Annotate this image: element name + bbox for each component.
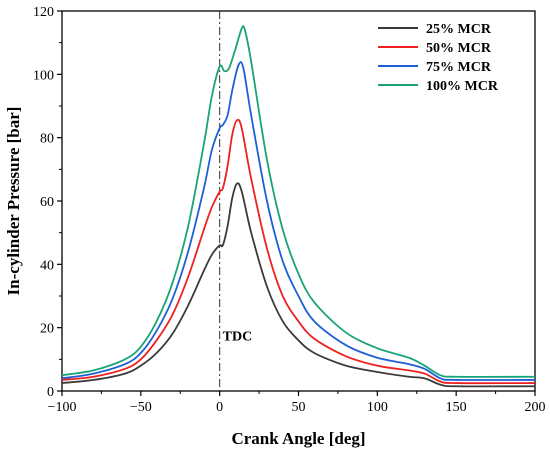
legend: 25% MCR 50% MCR 75% MCR 100% MCR (378, 22, 499, 94)
x-tick-label: 50 (292, 400, 306, 415)
x-axis-title: Crank Angle [deg] (231, 429, 365, 448)
x-tick-label: −100 (48, 400, 77, 415)
y-axis-title: In-cylinder Pressure [bar] (4, 107, 23, 296)
y-tick-label: 0 (47, 385, 54, 400)
series-line-3 (61, 61, 536, 381)
x-tick-label: 150 (446, 400, 467, 415)
series-line-2 (61, 118, 536, 385)
legend-label: 100% MCR (426, 79, 499, 94)
series-line-1 (61, 182, 536, 388)
legend-label: 50% MCR (426, 41, 492, 56)
y-tick-label: 80 (40, 132, 54, 147)
axis-ticks: −100 −50 0 50 100 150 200 0 20 40 60 80 100 120 (33, 5, 546, 415)
y-tick-label: 20 (40, 322, 54, 337)
legend-label: 25% MCR (426, 22, 492, 37)
series-lines (61, 25, 536, 388)
series-line-4 (61, 25, 536, 378)
legend-label: 75% MCR (426, 60, 492, 75)
x-tick-label: 200 (525, 400, 546, 415)
x-tick-label: 100 (367, 400, 388, 415)
y-tick-label: 100 (33, 68, 54, 83)
y-tick-label: 40 (40, 258, 54, 273)
y-tick-label: 60 (40, 195, 54, 210)
tdc-annotation: TDC (219, 11, 253, 391)
x-tick-label: −50 (130, 400, 152, 415)
y-tick-label: 120 (33, 5, 54, 20)
x-tick-label: 0 (216, 400, 223, 415)
tdc-label: TDC (223, 329, 253, 344)
